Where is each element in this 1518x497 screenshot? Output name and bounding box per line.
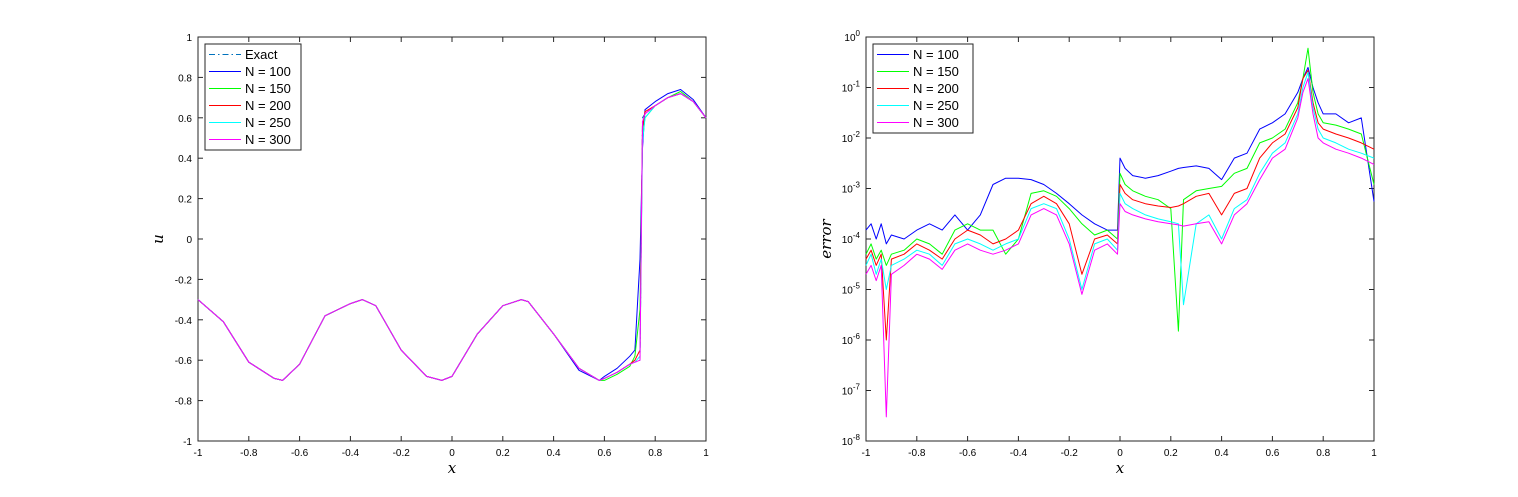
ytick-label: 0.2 <box>178 195 192 206</box>
xtick-label: 0.8 <box>648 448 662 459</box>
ytick-exp: 0 <box>856 29 861 38</box>
ytick-label: 0.8 <box>178 73 192 84</box>
ytick-exp: -4 <box>853 231 861 240</box>
xtick-label: 0.2 <box>496 448 510 459</box>
ytick-label: 10-3 <box>842 181 861 196</box>
xtick-label: -0.2 <box>393 448 411 459</box>
series-line-n-200 <box>865 69 1375 341</box>
ytick-base: 10 <box>842 437 854 448</box>
xtick-label: 1 <box>1371 448 1377 459</box>
solution-plot: -1 -0.8 -0.6 -0.4 -0.2 0 0.2 0.4 0.6 0.8 1 -1 -0.8 -0… <box>149 33 709 477</box>
xtick-label: -0.6 <box>291 448 309 459</box>
error-plot: -1 -0.8 -0.6 -0.4 -0.2 0 0.2 0.4 0.6 0.8 110-810-7… <box>817 29 1377 477</box>
ytick-exp: -8 <box>853 433 861 442</box>
xlabel-u: x <box>448 459 457 477</box>
legend-label: N = 300 <box>245 132 291 147</box>
tick-group-error: -1 -0.8 -0.6 -0.4 -0.2 0 0.2 0.4 0.6 0.8 110-810-7… <box>842 29 1377 459</box>
series-line-n-300 <box>865 78 1375 418</box>
xtick-label: 0 <box>449 448 455 459</box>
ytick-label: 10-8 <box>842 433 861 448</box>
xtick-label: -1 <box>194 448 203 459</box>
ytick-exp: -3 <box>853 181 861 190</box>
ytick-label: 10-2 <box>842 130 861 145</box>
xtick-label: 0.4 <box>547 448 561 459</box>
ylabel-error: error <box>817 218 835 258</box>
ytick-base: 10 <box>842 134 854 145</box>
ytick-base: 10 <box>842 84 854 95</box>
xtick-label: 0.8 <box>1316 448 1330 459</box>
legend-label: Exact <box>245 47 278 62</box>
legend-box <box>204 43 302 151</box>
legend-label: N = 200 <box>913 81 959 96</box>
legend-label: N = 100 <box>245 64 291 79</box>
legend-label: N = 300 <box>913 115 959 130</box>
legend-u: Exact N = 100 N = 150 N = 200 N = 250 N = 300 <box>204 43 302 151</box>
ytick-label: 100 <box>844 29 860 44</box>
ytick-exp: -6 <box>853 332 861 341</box>
legend-label: N = 150 <box>245 81 291 96</box>
ytick-label: -0.2 <box>175 275 193 286</box>
xtick-label: 0.2 <box>1164 448 1178 459</box>
ytick-base: 10 <box>844 33 856 44</box>
ytick-base: 10 <box>842 185 854 196</box>
ytick-label: -0.4 <box>175 316 193 327</box>
xtick-label: 0 <box>1117 448 1123 459</box>
ytick-label: 0 <box>186 235 192 246</box>
legend-label: N = 150 <box>913 64 959 79</box>
xtick-label: -0.6 <box>959 448 977 459</box>
xtick-label: -0.8 <box>240 448 258 459</box>
ytick-label: 10-6 <box>842 332 861 347</box>
tick-group-u: -1 -0.8 -0.6 -0.4 -0.2 0 0.2 0.4 0.6 0.8 1 -1 -0.8 -0… <box>175 33 709 459</box>
ytick-label: -1 <box>183 437 192 448</box>
series-line-n-250 <box>865 71 1375 306</box>
ytick-label: 0.4 <box>178 154 192 165</box>
legend-error: N = 100 N = 150 N = 200 N = 250 N = 300 <box>872 43 974 134</box>
series-group-u <box>197 89 707 381</box>
ylabel-u: u <box>149 234 167 244</box>
ytick-exp: -1 <box>853 80 861 89</box>
legend-label: N = 250 <box>913 98 959 113</box>
ytick-label: 10-1 <box>842 80 861 95</box>
legend-label: N = 200 <box>245 98 291 113</box>
ytick-label: 10-5 <box>842 282 861 297</box>
xtick-label: -0.4 <box>342 448 360 459</box>
xtick-label: 0.6 <box>1265 448 1279 459</box>
xtick-label: 1 <box>703 448 709 459</box>
ytick-label: -0.6 <box>175 356 193 367</box>
xtick-label: -1 <box>862 448 871 459</box>
legend-label: N = 250 <box>245 115 291 130</box>
ytick-label: 10-4 <box>842 231 861 246</box>
series-group-error <box>865 47 1375 418</box>
ytick-base: 10 <box>842 235 854 246</box>
xtick-label: -0.4 <box>1010 448 1028 459</box>
ytick-label: 1 <box>186 33 192 44</box>
ytick-base: 10 <box>842 336 854 347</box>
ytick-exp: -2 <box>853 130 861 139</box>
ytick-label: 10-7 <box>842 383 861 398</box>
ytick-label: -0.8 <box>175 397 193 408</box>
ytick-label: 0.6 <box>178 114 192 125</box>
xtick-label: 0.6 <box>597 448 611 459</box>
legend-label: N = 100 <box>913 47 959 62</box>
xlabel-error: x <box>1116 459 1125 477</box>
ytick-exp: -5 <box>853 282 861 291</box>
xtick-label: -0.2 <box>1061 448 1079 459</box>
ytick-exp: -7 <box>853 383 861 392</box>
ytick-base: 10 <box>842 286 854 297</box>
xtick-label: 0.4 <box>1215 448 1229 459</box>
ytick-base: 10 <box>842 387 854 398</box>
series-line-n-300 <box>197 93 707 381</box>
xtick-label: -0.8 <box>908 448 926 459</box>
